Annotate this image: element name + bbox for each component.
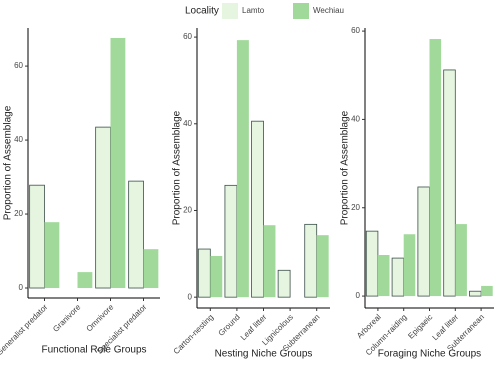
bar xyxy=(481,285,493,297)
bar xyxy=(277,269,291,298)
y-tick-label: 20 xyxy=(183,206,192,215)
bar xyxy=(77,272,93,289)
bar xyxy=(263,225,276,298)
bar xyxy=(365,230,379,297)
bar xyxy=(443,69,456,297)
bar xyxy=(128,180,144,289)
bar xyxy=(224,184,238,298)
y-tick-label: 0 xyxy=(356,291,361,300)
bar xyxy=(251,120,264,298)
y-tick-label: 40 xyxy=(183,119,192,128)
y-tick-label: 0 xyxy=(188,292,193,301)
bar xyxy=(197,248,211,298)
bar xyxy=(417,186,430,297)
legend-label: Lamto xyxy=(242,6,265,15)
x-tick-label: Carton-nesting xyxy=(172,313,215,356)
x-axis-title: Functional Role Groups xyxy=(41,345,146,356)
x-axis-title: Foraging Niche Groups xyxy=(378,349,481,360)
bar xyxy=(469,290,482,297)
legend-title: Locality xyxy=(185,6,219,17)
legend-swatch xyxy=(293,3,309,19)
bar xyxy=(377,255,390,297)
bar xyxy=(304,223,318,298)
bar xyxy=(29,184,45,289)
bar xyxy=(210,255,223,298)
bar xyxy=(143,249,159,289)
x-tick-label: Granivore xyxy=(51,302,83,334)
bar xyxy=(455,224,467,297)
y-tick-label: 0 xyxy=(19,283,24,292)
bar xyxy=(316,235,329,298)
y-axis-title: Proportion of Assemblage xyxy=(172,110,183,225)
bar xyxy=(236,40,249,298)
legend-label: Wechiau xyxy=(313,6,344,15)
bar xyxy=(44,222,60,289)
bar xyxy=(95,126,111,289)
legend-swatch xyxy=(222,3,238,19)
y-tick-label: 60 xyxy=(183,32,192,41)
y-tick-label: 40 xyxy=(351,115,360,124)
x-tick-label: Ground xyxy=(217,313,242,338)
y-tick-label: 20 xyxy=(14,209,23,218)
x-axis-title: Nesting Niche Groups xyxy=(215,349,313,360)
bar xyxy=(429,39,442,297)
bar xyxy=(110,37,126,289)
y-tick-label: 40 xyxy=(14,135,23,144)
y-axis-title: Proportion of Assemblage xyxy=(340,110,351,225)
y-tick-label: 20 xyxy=(351,203,360,212)
x-tick-label: Omnivore xyxy=(85,302,116,333)
y-tick-label: 60 xyxy=(351,26,360,35)
bar xyxy=(391,257,405,297)
y-tick-label: 60 xyxy=(14,61,23,70)
y-axis-title: Proportion of Assemblage xyxy=(3,105,14,220)
bar xyxy=(403,234,416,297)
